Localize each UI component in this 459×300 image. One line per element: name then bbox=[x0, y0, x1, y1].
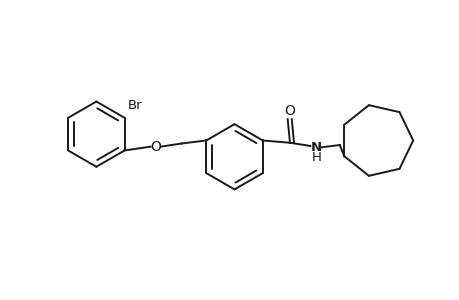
Text: O: O bbox=[150, 140, 161, 154]
Text: N: N bbox=[310, 141, 321, 154]
Text: O: O bbox=[284, 104, 294, 118]
Text: H: H bbox=[311, 151, 320, 164]
Text: Br: Br bbox=[128, 99, 143, 112]
